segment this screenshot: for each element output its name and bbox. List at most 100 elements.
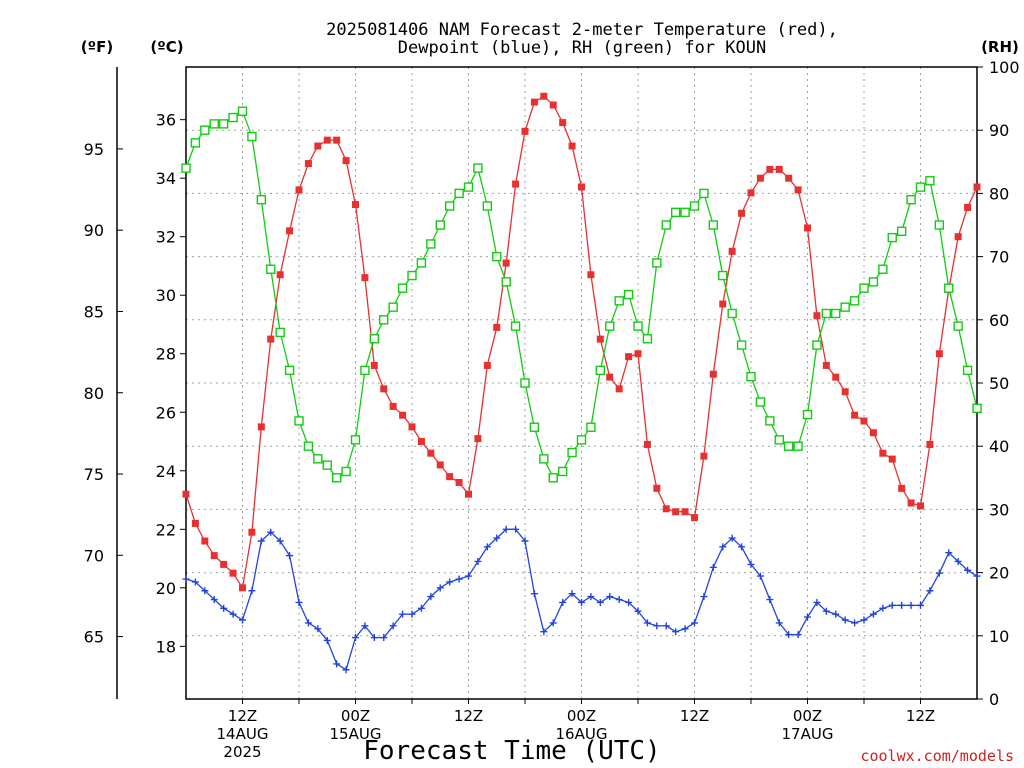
rh-point (322, 460, 332, 470)
rh-point (567, 447, 577, 458)
temperature-point (568, 142, 576, 150)
dewpoint-point (917, 601, 924, 609)
rh-point (266, 264, 276, 274)
temperature-point (465, 490, 472, 498)
dewpoint-point (653, 622, 661, 630)
dewpoint-point (427, 593, 435, 601)
rh-point (718, 270, 728, 281)
dewpoint-point (672, 628, 680, 636)
temperature-point (474, 435, 482, 443)
x-tick-label: 17AUG (782, 725, 834, 743)
rh-point (595, 365, 606, 376)
dewpoint-point (530, 590, 538, 598)
temperature-point (596, 335, 604, 343)
dewpoint-point (596, 598, 604, 606)
temperature-point (455, 478, 463, 486)
dewpoint-point (342, 666, 350, 674)
rh-point (303, 441, 314, 451)
rh-point (944, 283, 954, 293)
temperature-point (869, 429, 877, 437)
dewpoint-point (512, 525, 520, 533)
dewpoint-point (964, 566, 972, 574)
rh-point (407, 270, 417, 281)
dewpoint-point (851, 619, 859, 627)
rh-tick-label: 90 (989, 121, 1009, 140)
rh-point (868, 277, 879, 287)
celsius-tick-label: 34 (156, 169, 176, 188)
rh-point (633, 321, 643, 331)
x-tick-label: 15AUG (330, 725, 382, 743)
rh-tick-label: 80 (989, 184, 1009, 203)
rh-point (379, 315, 389, 325)
rh-point (661, 220, 671, 230)
temperature-point (201, 537, 209, 545)
x-tick-label: 00Z (793, 707, 822, 725)
dewpoint-point (229, 610, 237, 618)
dewpoint-point (719, 543, 727, 551)
rh-point (680, 207, 690, 218)
dewpoint-point (540, 628, 548, 636)
rh-point (727, 308, 737, 319)
x-tick-label: 12Z (228, 707, 257, 725)
rh-tick-label: 50 (989, 374, 1009, 393)
rh-point (736, 340, 747, 350)
temperature-point (907, 499, 915, 507)
dewpoint-point (945, 549, 953, 557)
dewpoint-point (756, 572, 764, 580)
dewpoint-point (436, 584, 444, 592)
rh-point (529, 422, 540, 432)
temperature-point (634, 350, 642, 358)
celsius-unit-label: (ºC) (150, 38, 183, 56)
temperature-point (728, 247, 736, 255)
dewpoint-point (813, 598, 821, 606)
temperature-point (540, 92, 548, 100)
temperature-point (399, 411, 407, 419)
rh-point (181, 163, 191, 173)
dewpoint-point (907, 601, 915, 609)
chart-title-line-2: Dewpoint (blue), RH (green) for KOUN (398, 38, 766, 58)
dewpoint-point (832, 610, 840, 618)
temperature-point (973, 183, 981, 191)
temperature-point (304, 160, 312, 168)
temperature-point (615, 385, 623, 393)
dewpoint-point (210, 596, 218, 604)
rh-point (670, 207, 681, 218)
rh-point (473, 163, 483, 173)
rh-point (934, 220, 945, 230)
rh-tick-label: 70 (989, 248, 1009, 267)
dewpoint-point (276, 537, 284, 545)
rh-point (350, 435, 361, 445)
dewpoint-point (295, 598, 303, 606)
temperature-point (352, 201, 359, 209)
rh-point (388, 302, 398, 312)
rh-point (953, 321, 963, 331)
rh-point (642, 334, 653, 344)
temperature-point (822, 361, 830, 369)
dewpoint-point (578, 598, 585, 606)
dewpoint-point (408, 610, 416, 618)
rh-point (501, 277, 511, 287)
fahrenheit-tick-label: 95 (84, 140, 104, 159)
temperature-point (813, 312, 821, 320)
rh-point (878, 264, 888, 274)
temperature-point (559, 119, 567, 127)
temperature-point (775, 165, 783, 173)
rh-point (492, 251, 502, 262)
rh-point (849, 296, 860, 306)
dewpoint-point (898, 601, 906, 609)
dewpoint-point (446, 578, 454, 586)
rh-point (557, 466, 568, 477)
dewpoint-point (559, 598, 567, 606)
temperature-point (926, 440, 934, 448)
fahrenheit-unit-label: (ºF) (81, 38, 113, 56)
rh-tick-label: 40 (989, 437, 1009, 456)
rh-point (755, 397, 766, 407)
rh-tick-label: 10 (989, 627, 1009, 646)
rh-tick-label: 60 (989, 311, 1009, 330)
celsius-tick-label: 32 (156, 228, 176, 247)
axes (116, 66, 983, 704)
dewpoint-point (643, 619, 651, 627)
temperature-point (220, 560, 228, 568)
tick-labels: 18 20 22 24 26 28 30 32 34 36 65 70 75 80 85 90 95 0 10 20 3… (84, 58, 1020, 761)
